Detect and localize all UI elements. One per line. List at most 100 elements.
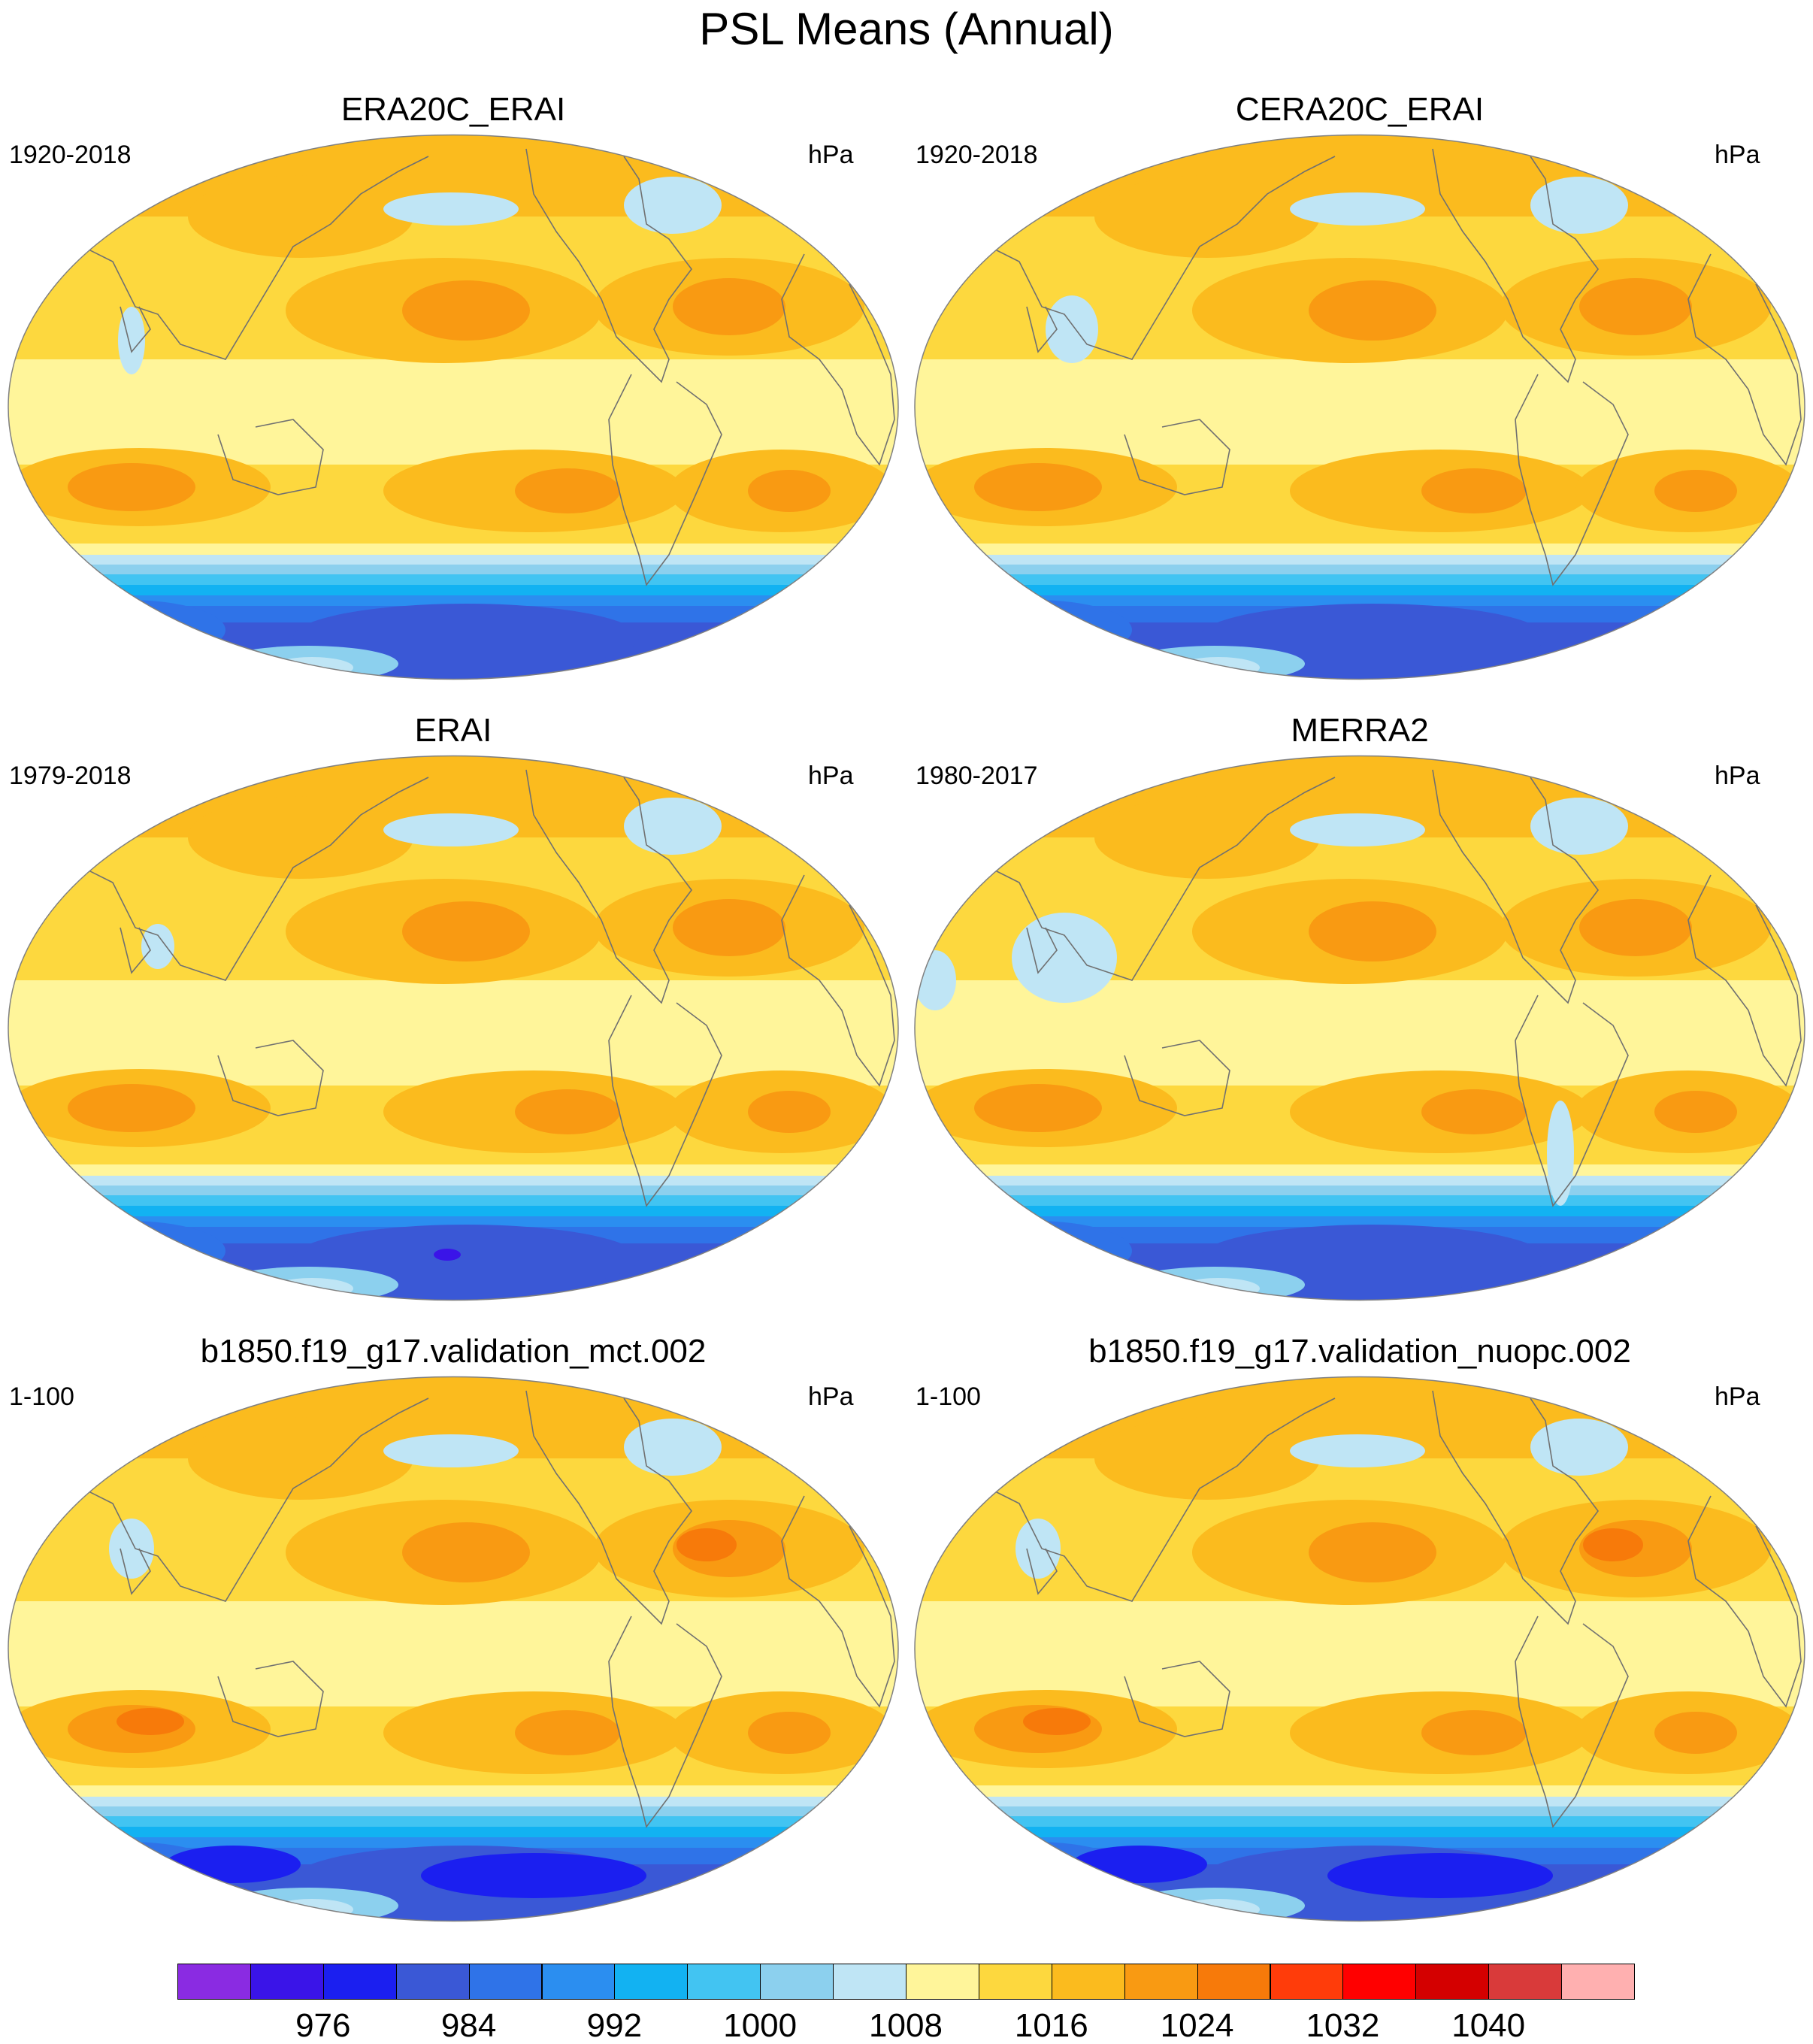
pressure-band (915, 1164, 1805, 1176)
pressure-band (915, 1216, 1805, 1227)
aleutian-low (1290, 1434, 1425, 1467)
coast-north-america (1432, 769, 1599, 1004)
panel-title: b1850.f19_g17.validation_nuopc.002 (1088, 1333, 1631, 1370)
coast-north-america (525, 1390, 692, 1625)
indian-ocean-high-peak (1023, 1708, 1091, 1735)
panel-title: ERAI (414, 712, 492, 749)
icelandic-low (1530, 1419, 1628, 1476)
panel-title: ERA20C_ERAI (341, 91, 566, 128)
coast-africa (1687, 1495, 1802, 1708)
panel-units: hPa (1715, 762, 1760, 790)
colorbar-swatch (541, 1964, 616, 2000)
panel-cera20c: CERA20C_ERAI 1920-2018 hPa (906, 0, 1813, 680)
south-atlantic-high-core (1654, 470, 1737, 512)
panel-years: 1920-2018 (916, 141, 1038, 169)
azores-high-core (673, 278, 785, 335)
azores-high-peak (676, 1528, 737, 1561)
andes-low (1547, 1101, 1574, 1206)
indian-ocean-high-peak (117, 1708, 184, 1735)
pressure-band (915, 544, 1805, 555)
coast-australia (217, 1661, 324, 1737)
pressure-band (915, 595, 1805, 606)
icelandic-low (624, 1419, 722, 1476)
coast-australia (1124, 1040, 1230, 1116)
pressure-band (915, 1186, 1805, 1195)
colorbar-swatch (1561, 1964, 1635, 2000)
aleutian-low (383, 192, 519, 226)
icelandic-low (1530, 177, 1628, 234)
panel-years: 1-100 (9, 1382, 74, 1411)
pressure-band (8, 1601, 898, 1706)
pressure-band (8, 1186, 898, 1195)
coast-asia (973, 156, 1336, 360)
panel-years: 1979-2018 (9, 762, 132, 790)
antarctic-deep-low-central (421, 1853, 646, 1898)
coast-australia (217, 1040, 324, 1116)
siberian-high-cell (188, 1417, 413, 1500)
psl-map (8, 134, 899, 680)
coast-africa (1687, 253, 1802, 466)
panel-units: hPa (808, 762, 854, 790)
colorbar-swatch (322, 1964, 397, 2000)
pressure-band (8, 574, 898, 585)
indian-ocean-high-core (68, 463, 195, 511)
indian-ocean-high-core (974, 463, 1102, 511)
colorbar-swatch (760, 1964, 834, 2000)
pressure-band (8, 1816, 898, 1827)
panel-units: hPa (808, 141, 854, 169)
coast-india (1026, 1548, 1058, 1595)
psl-map (914, 134, 1805, 680)
map-outline (914, 1376, 1805, 1922)
coast-australia (217, 419, 324, 495)
colorbar-swatch (1051, 1964, 1125, 2000)
colorbar-swatch (614, 1964, 689, 2000)
panel-units: hPa (1715, 1382, 1760, 1411)
coast-south-america (608, 1616, 722, 1828)
figure-title: PSL Means (Annual) (699, 4, 1114, 54)
azores-high-core (673, 899, 785, 956)
coast-south-america (1515, 1616, 1629, 1828)
antarctic-deep-low-west (165, 1846, 301, 1883)
indian-ocean-high-core (974, 1084, 1102, 1132)
south-pacific-high-core (515, 1710, 620, 1755)
pressure-band (915, 359, 1805, 465)
pressure-band (915, 1806, 1805, 1816)
pressure-band (915, 585, 1805, 595)
colorbar-swatch (395, 1964, 470, 2000)
antarctic-low-east (1643, 1849, 1805, 1902)
siberian-high-cell (188, 175, 413, 258)
pressure-band (8, 1797, 898, 1806)
pressure-band (8, 595, 898, 606)
psl-map (8, 755, 899, 1301)
icelandic-low (1530, 798, 1628, 855)
pressure-band (8, 1827, 898, 1837)
coast-africa (1687, 874, 1802, 1087)
coast-north-america (525, 769, 692, 1004)
coast-north-america (525, 148, 692, 383)
north-pacific-high-core (1309, 280, 1436, 341)
coast-north-america (1432, 148, 1599, 383)
pressure-band (915, 1206, 1805, 1216)
south-atlantic-high-core (1654, 1712, 1737, 1754)
colorbar-swatch (906, 1964, 979, 2000)
indian-ocean-high-core (68, 1084, 195, 1132)
north-pacific-high-core (1309, 901, 1436, 961)
colorbar-swatch (1415, 1964, 1490, 2000)
panel-nuopc: b1850.f19_g17.validation_nuopc.002 1-100… (906, 1242, 1813, 1922)
coast-south-america (1515, 374, 1629, 586)
pressure-band (915, 1176, 1805, 1186)
aleutian-low (1290, 813, 1425, 846)
south-asia-low (1015, 1519, 1061, 1579)
panel-title: MERRA2 (1291, 712, 1429, 749)
coast-asia (67, 777, 429, 981)
antarctic-interior-core (1177, 1899, 1260, 1920)
antarctic-deep-low-central (1327, 1853, 1553, 1898)
coast-india (1026, 927, 1058, 974)
panel-title: CERA20C_ERAI (1235, 91, 1485, 128)
coast-north-america (1432, 1390, 1599, 1625)
antarctic-deep-low (434, 1249, 461, 1261)
pressure-band (915, 1195, 1805, 1206)
colorbar-swatch (177, 1964, 251, 2000)
panel-erai: ERAI 1979-2018 hPa (0, 621, 906, 1301)
south-atlantic-high-core (1654, 1091, 1737, 1133)
